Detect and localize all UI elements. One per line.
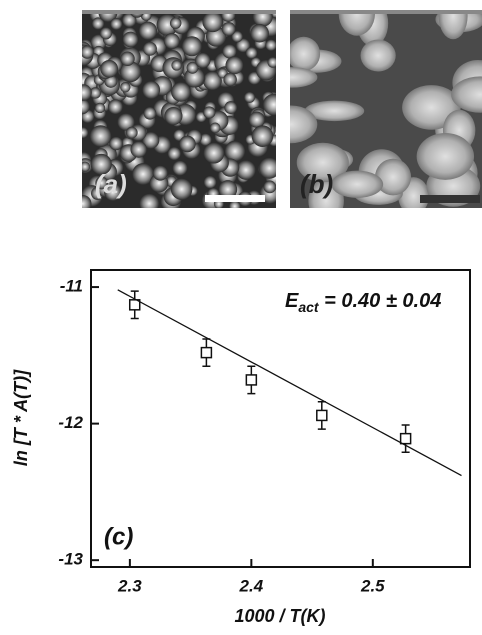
grain — [109, 137, 123, 151]
grain — [224, 101, 237, 114]
grain — [259, 158, 280, 179]
grain — [108, 99, 123, 114]
grain — [179, 136, 196, 153]
grain — [253, 7, 273, 27]
y-axis-label: ln [T * A(T)] — [11, 369, 31, 466]
grain — [77, 127, 88, 138]
grain — [203, 106, 215, 118]
x-tick-label: 2.5 — [360, 576, 385, 595]
y-tick-label: -13 — [58, 550, 83, 569]
grain — [225, 56, 243, 74]
grain — [164, 107, 182, 125]
grain — [110, 18, 122, 30]
grain — [95, 103, 105, 113]
grain — [182, 36, 202, 56]
grain — [143, 42, 157, 56]
grain — [126, 127, 138, 139]
panel-label: (b) — [300, 169, 333, 199]
data-point — [317, 410, 327, 420]
grain — [221, 8, 235, 22]
grain — [144, 107, 157, 120]
grain — [164, 33, 180, 49]
grain — [265, 39, 276, 50]
grain — [225, 141, 245, 161]
grain — [222, 22, 236, 36]
grain — [170, 17, 181, 28]
grain — [287, 37, 320, 71]
grain — [171, 178, 193, 200]
plot-frame — [91, 270, 470, 567]
grain — [75, 84, 92, 101]
grain — [204, 176, 217, 189]
annotation: Eact = 0.40 ± 0.04 — [285, 290, 441, 314]
grain — [74, 99, 90, 115]
grain — [223, 73, 237, 87]
scale-bar — [420, 195, 480, 203]
grain — [139, 194, 159, 214]
grain — [172, 161, 187, 176]
image-border — [82, 10, 276, 14]
fit-line — [118, 290, 462, 476]
grain — [210, 123, 221, 134]
grain — [361, 40, 396, 72]
scale-bar — [205, 195, 265, 202]
grain — [130, 141, 146, 157]
grain — [244, 92, 255, 103]
grain — [80, 162, 90, 172]
grain — [171, 82, 191, 102]
panel-label: (c) — [104, 523, 133, 550]
x-tick-label: 2.4 — [239, 576, 264, 595]
x-tick-label: 2.3 — [117, 576, 142, 595]
grain — [202, 12, 223, 33]
x-axis-label: 1000 / T(K) — [234, 606, 325, 626]
y-tick-label: -12 — [58, 413, 83, 432]
grain — [120, 52, 134, 66]
grain — [90, 125, 112, 147]
grain — [80, 45, 93, 58]
grain — [250, 24, 269, 43]
grain — [120, 82, 130, 92]
grain — [100, 27, 112, 39]
data-point — [246, 375, 256, 385]
data-point — [201, 348, 211, 358]
grain — [236, 160, 256, 180]
grain — [123, 32, 139, 48]
image-border — [290, 10, 482, 14]
data-point — [401, 434, 411, 444]
grain — [203, 143, 224, 164]
panel-label: (a) — [95, 169, 127, 199]
grain — [74, 195, 91, 212]
grain — [417, 133, 474, 180]
grain — [252, 125, 274, 147]
figure: (a) (b) Eact = 0.40 ± 0.04 (c) 1000 / T(… — [0, 0, 482, 635]
grain — [331, 171, 383, 198]
grain — [100, 60, 118, 78]
grain — [168, 147, 181, 160]
grain — [267, 57, 278, 68]
page: {"chart_data": {"type": "scatter", "pane… — [0, 0, 482, 635]
grain — [139, 22, 157, 40]
grain — [263, 94, 285, 116]
grain — [246, 47, 258, 59]
grain — [263, 181, 276, 194]
grain — [195, 53, 210, 68]
y-tick-label: -11 — [60, 277, 83, 296]
grain — [153, 166, 168, 181]
grain — [142, 81, 160, 99]
grain — [171, 60, 182, 71]
